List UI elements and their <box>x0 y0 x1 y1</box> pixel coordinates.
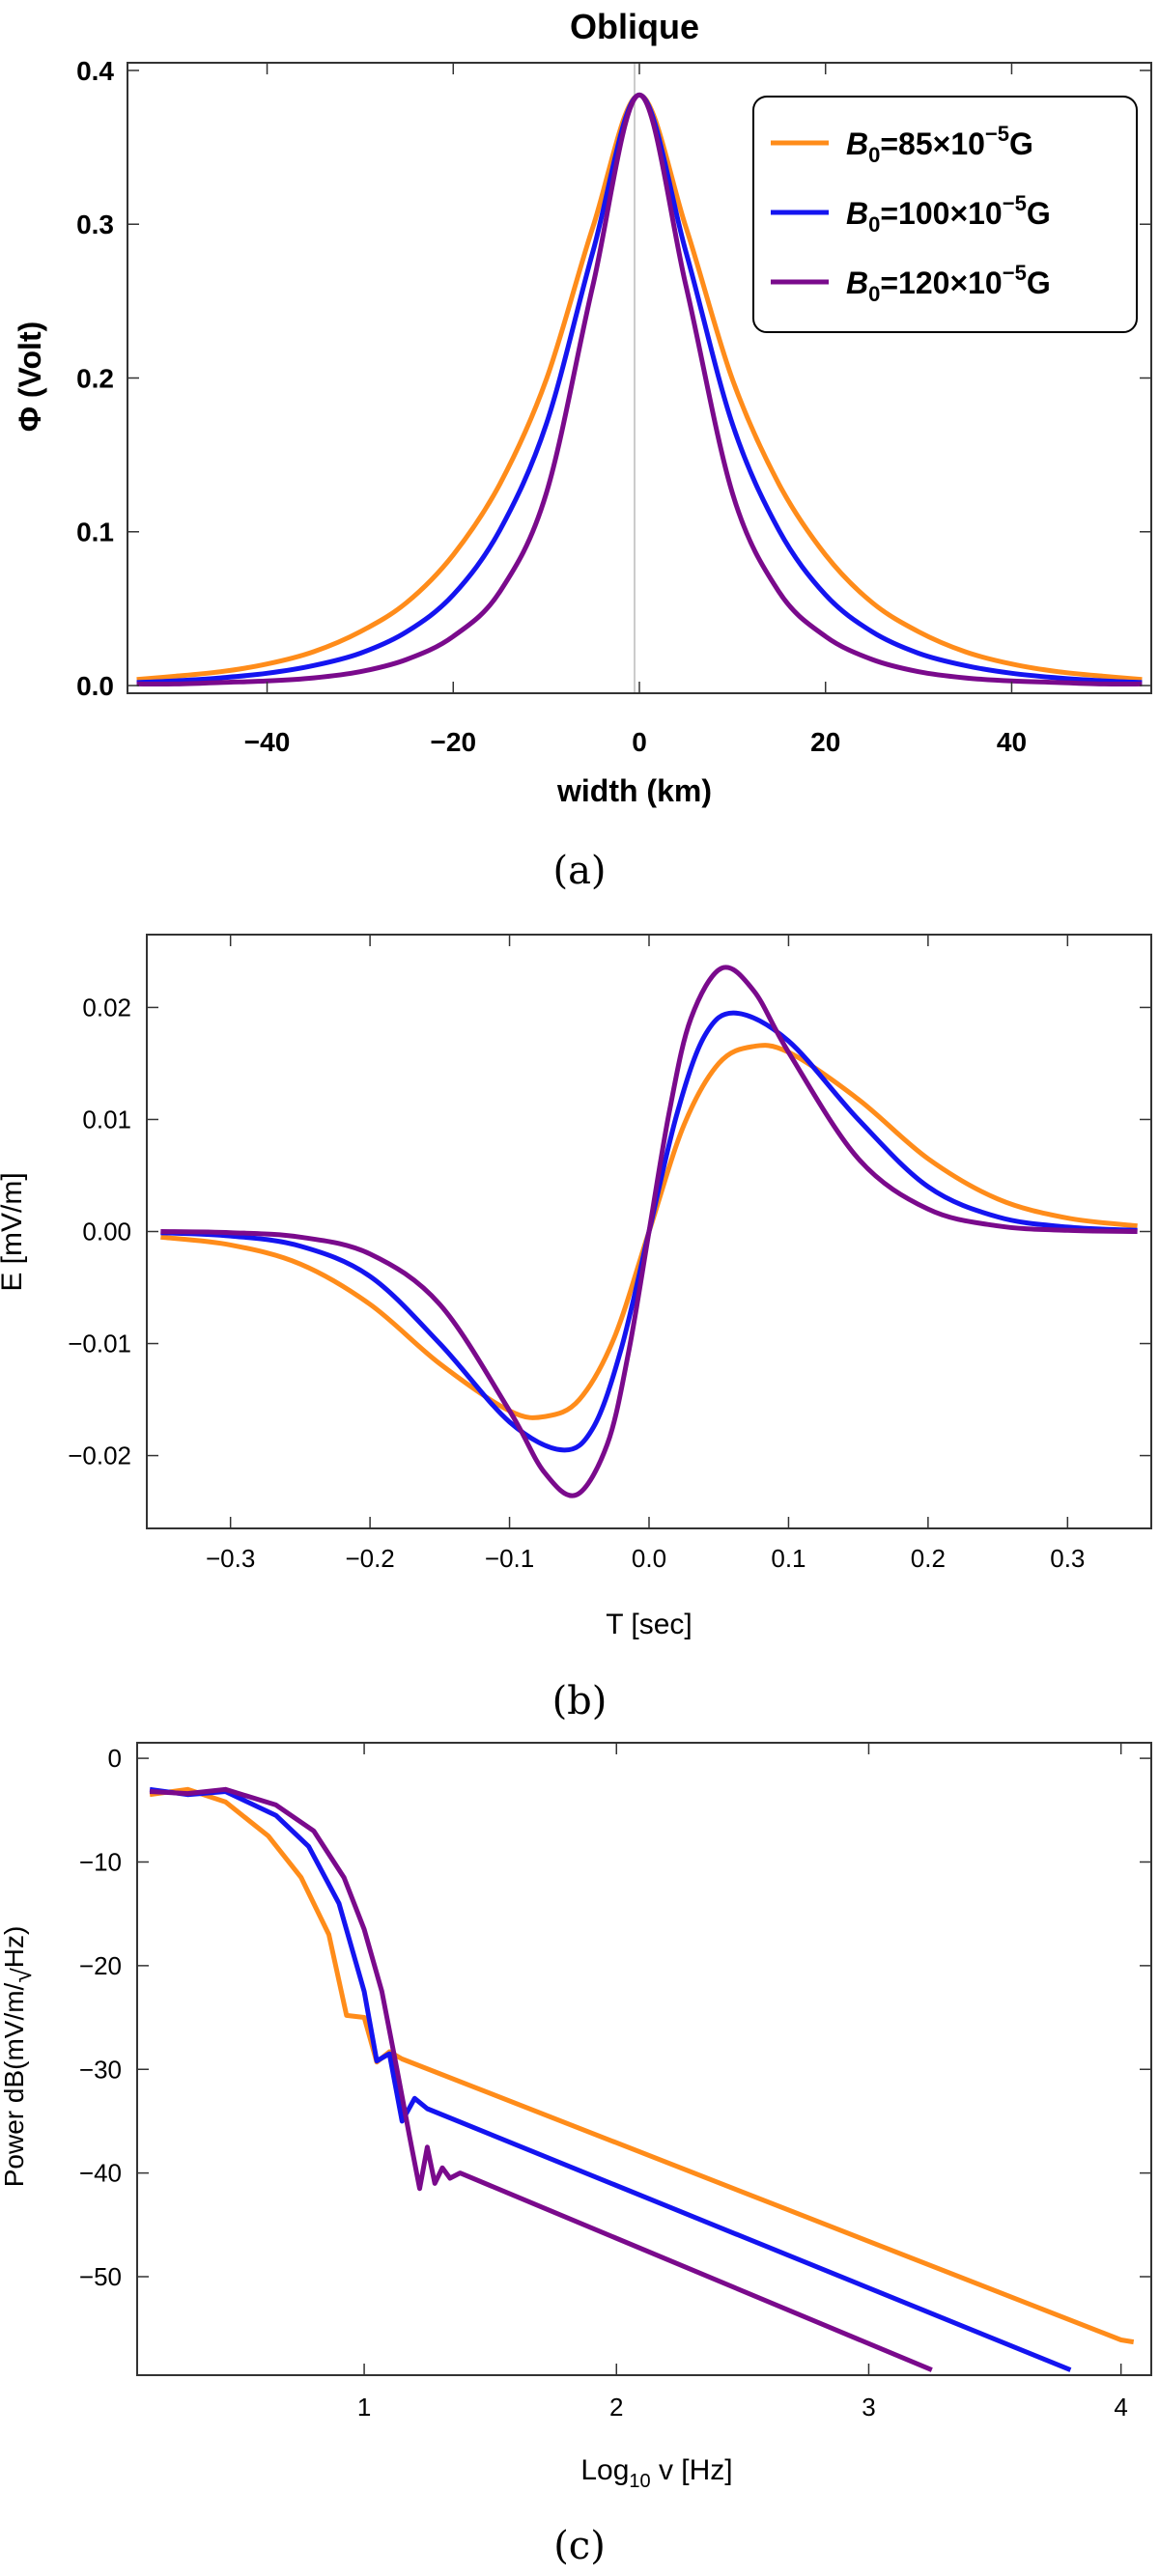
series-line-120 <box>136 92 1143 687</box>
y-tick-label: −30 <box>79 2055 122 2084</box>
x-tick-label: 2 <box>609 2393 623 2422</box>
x-tick-label: 0 <box>632 727 647 757</box>
y-axis-label: E [mV/m] <box>0 1172 28 1291</box>
x-tick-label: 0.2 <box>911 1544 946 1573</box>
x-tick-label: 0.1 <box>771 1544 806 1573</box>
y-tick-label: −10 <box>79 1848 122 1877</box>
x-tick-label: 40 <box>997 727 1027 757</box>
x-axis-label: width (km) <box>556 773 712 808</box>
x-tick-label: −0.2 <box>345 1544 394 1573</box>
caption-b: (b) <box>552 1679 608 1723</box>
chart-power-spectrum: 1 2 3 4 0 −10 −20 −30 −40 −50 Log10 v [Hz] Power … <box>0 1742 1152 2568</box>
series-line-120 <box>149 1786 933 2372</box>
series-line-120 <box>160 965 1138 1498</box>
legend-label: B0=85×10−5G <box>846 122 1033 167</box>
x-tick-label: 4 <box>1114 2393 1127 2422</box>
y-tick-label: 0.02 <box>82 994 131 1022</box>
chart-title: Oblique <box>570 7 699 46</box>
x-tick-label: 0.3 <box>1050 1544 1085 1573</box>
chart-oblique-potential: Oblique −40 −20 0 20 40 0.0 0.1 0.2 0.3 0.4 width… <box>13 7 1152 893</box>
x-axis-label-sub: 10 <box>629 2471 650 2492</box>
y-tick-label: 0 <box>108 1744 122 1773</box>
chart-electric-field: −0.3 −0.2 −0.1 0.0 0.1 0.2 0.3 −0.02 −0.01 0.00 0.… <box>0 934 1152 1723</box>
legend: B0=85×10−5G B0=100×10−5G B0=120×10−5G <box>752 96 1138 333</box>
y-tick-label: 0.1 <box>76 518 114 547</box>
y-axis-label: Φ (Volt) <box>13 322 47 433</box>
y-axis-label-end: Hz) <box>0 1926 29 1969</box>
y-tick-label: 0.2 <box>76 363 114 393</box>
y-tick-label: 0.01 <box>82 1106 131 1134</box>
x-axis-label: Log10 v [Hz] <box>580 2454 732 2492</box>
y-tick-label: 0.00 <box>82 1218 131 1246</box>
y-tick-label: −20 <box>79 1951 122 1980</box>
series-line-85 <box>149 1786 1135 2345</box>
x-tick-label: 0.0 <box>632 1544 666 1573</box>
x-axis-label-end: v [Hz] <box>651 2454 733 2486</box>
x-axis-label: T [sec] <box>606 1609 692 1640</box>
x-tick-label: 3 <box>862 2393 875 2422</box>
y-tick-label: −40 <box>79 2159 122 2188</box>
y-tick-label: −0.02 <box>68 1442 131 1470</box>
y-axis-label-main: Power dB(mV/m/ <box>0 1982 29 2187</box>
x-tick-label: −0.3 <box>206 1544 255 1573</box>
x-tick-label: −20 <box>431 727 477 757</box>
y-tick-label: 0.0 <box>76 671 114 701</box>
legend-box <box>752 96 1138 333</box>
legend-label: B0=100×10−5G <box>846 191 1051 237</box>
x-tick-label: −0.1 <box>485 1544 534 1573</box>
caption-c: (c) <box>553 2524 606 2568</box>
series-line-100 <box>149 1786 1072 2372</box>
y-tick-label: 0.4 <box>76 56 114 86</box>
caption-a: (a) <box>552 849 606 893</box>
x-tick-label: −40 <box>244 727 291 757</box>
y-axis-label: Power dB(mV/m/√Hz) <box>0 1926 37 2188</box>
legend-label: B0=120×10−5G <box>846 261 1051 306</box>
x-axis-label-main: Log <box>580 2454 629 2486</box>
plot-frame <box>136 1742 1152 2376</box>
y-tick-label: 0.3 <box>76 210 114 239</box>
x-tick-label: 20 <box>810 727 840 757</box>
y-tick-label: −50 <box>79 2262 122 2291</box>
x-tick-label: 1 <box>357 2393 371 2422</box>
y-tick-label: −0.01 <box>68 1330 131 1358</box>
y-axis-label-sqrt: √ <box>7 1968 37 1983</box>
